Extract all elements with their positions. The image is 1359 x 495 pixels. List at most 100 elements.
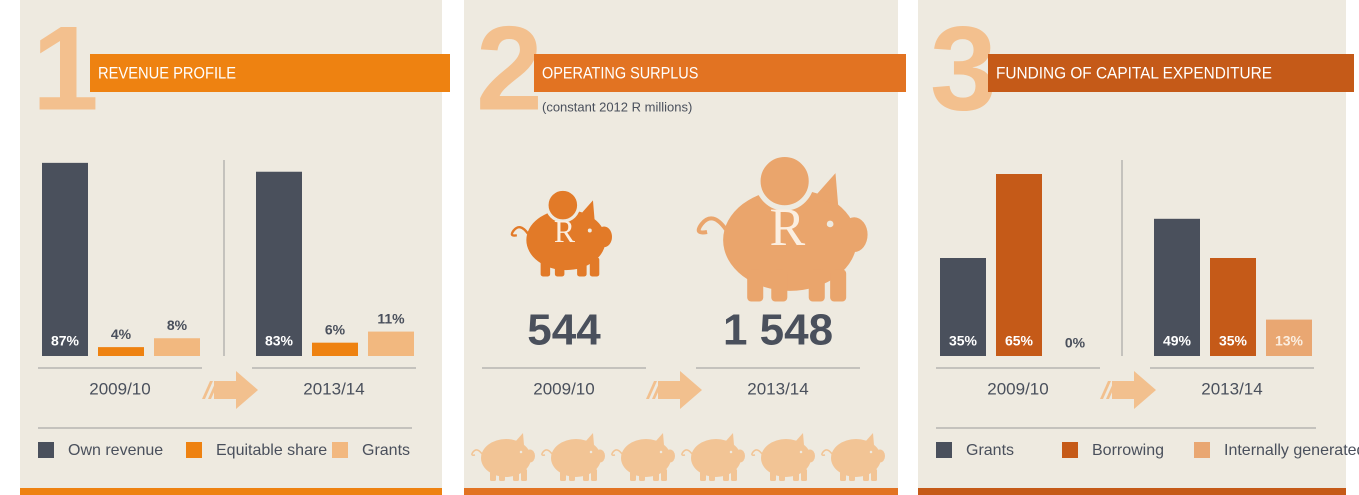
pig-label: R (769, 197, 805, 257)
pig-eye (730, 451, 733, 454)
pig-snout (595, 450, 605, 463)
pig-leg (499, 469, 505, 481)
bar (312, 343, 358, 356)
legend-swatch (936, 442, 952, 458)
value-label: 11% (377, 310, 405, 326)
pig-eye (590, 451, 593, 454)
value-label: 65% (1005, 333, 1034, 349)
pig-snout (841, 217, 868, 252)
pig-eye (588, 229, 592, 233)
pig-leg (661, 469, 667, 481)
pig-snout (875, 450, 885, 463)
pig-leg (871, 469, 877, 481)
pig-leg (521, 469, 527, 481)
pig-leg (770, 469, 776, 481)
legend-label: Grants (362, 442, 410, 459)
pig-leg (801, 469, 807, 481)
panel-bottom-bar (20, 488, 442, 495)
category-label: 2013/14 (747, 379, 808, 398)
bar (256, 172, 302, 356)
pig-leg (513, 469, 519, 481)
panel-bottom-bar (918, 488, 1346, 495)
pig-leg (639, 469, 645, 481)
panel-title: OPERATING SURPLUS (542, 63, 698, 82)
pig-leg (555, 257, 565, 276)
pig-leg (747, 269, 763, 301)
pig-eye (827, 221, 834, 228)
value-label: 13% (1275, 333, 1304, 349)
pig-leg (771, 269, 787, 301)
pig-leg (653, 469, 659, 481)
value-label: 8% (167, 317, 188, 333)
bar (98, 347, 144, 356)
panel: 3FUNDING OF CAPITAL EXPENDITURE 2009/10 20… (918, 0, 1359, 495)
pig-leg (577, 257, 587, 276)
pig-eye (800, 451, 803, 454)
pig-leg (731, 469, 737, 481)
pig-leg (591, 469, 597, 481)
pig-leg (863, 469, 869, 481)
panel-subtitle: (constant 2012 R millions) (542, 99, 692, 114)
value-label: 35% (1219, 333, 1248, 349)
bar (154, 338, 200, 356)
category-label: 2013/14 (303, 379, 364, 398)
pig-leg (490, 469, 496, 481)
pig-leg (590, 257, 600, 276)
legend-label: Equitable share (216, 442, 327, 459)
value-label: 544 (527, 306, 601, 355)
pig-leg (630, 469, 636, 481)
pig-snout (665, 450, 675, 463)
value-label: 35% (949, 333, 978, 349)
category-label: 2009/10 (89, 379, 150, 398)
pig-leg (840, 469, 846, 481)
value-label: 4% (111, 326, 132, 342)
panel-title: REVENUE PROFILE (98, 63, 236, 82)
infographic: 1REVENUE PROFILE 2009/10 2013/14 87% 83% Own … (0, 0, 1359, 495)
bar (42, 163, 88, 356)
pig-leg (583, 469, 589, 481)
value-label: 83% (265, 333, 294, 349)
legend-label: Borrowing (1092, 442, 1164, 459)
value-label: 87% (51, 333, 80, 349)
legend-swatch (332, 442, 348, 458)
panel-number: 1 (32, 2, 99, 136)
panel-bottom-bar (464, 488, 898, 495)
legend-swatch (1194, 442, 1210, 458)
category-label: 2009/10 (533, 379, 594, 398)
pig-leg (709, 469, 715, 481)
pig-leg (779, 469, 785, 481)
legend-swatch (38, 442, 54, 458)
pig-label: R (554, 214, 576, 249)
legend-label: Internally generated funds (1224, 442, 1359, 459)
legend-swatch (1062, 442, 1078, 458)
pig-snout (596, 227, 612, 248)
legend-label: Grants (966, 442, 1014, 459)
value-label: 6% (325, 321, 346, 337)
pig-leg (560, 469, 566, 481)
pig-eye (520, 451, 523, 454)
panel-title: FUNDING OF CAPITAL EXPENDITURE (996, 63, 1272, 82)
page: 1REVENUE PROFILE 2009/10 2013/14 87% 83% Own … (0, 0, 1359, 495)
pig-snout (735, 450, 745, 463)
value-label: 1 548 (723, 306, 833, 355)
panel-number: 2 (476, 2, 543, 136)
bar (996, 174, 1042, 356)
legend-swatch (186, 442, 202, 458)
pig-leg (809, 269, 825, 301)
pig-leg (700, 469, 706, 481)
pig-eye (870, 451, 873, 454)
value-label: 0% (1065, 335, 1086, 351)
pig-leg (849, 469, 855, 481)
panel-number: 3 (930, 2, 997, 136)
bar (368, 332, 414, 356)
pig-leg (569, 469, 575, 481)
legend-label: Own revenue (68, 442, 163, 459)
category-label: 2013/14 (1201, 379, 1262, 398)
pig-leg (541, 257, 551, 276)
category-label: 2009/10 (987, 379, 1048, 398)
pig-snout (525, 450, 535, 463)
pig-snout (805, 450, 815, 463)
pig-leg (723, 469, 729, 481)
